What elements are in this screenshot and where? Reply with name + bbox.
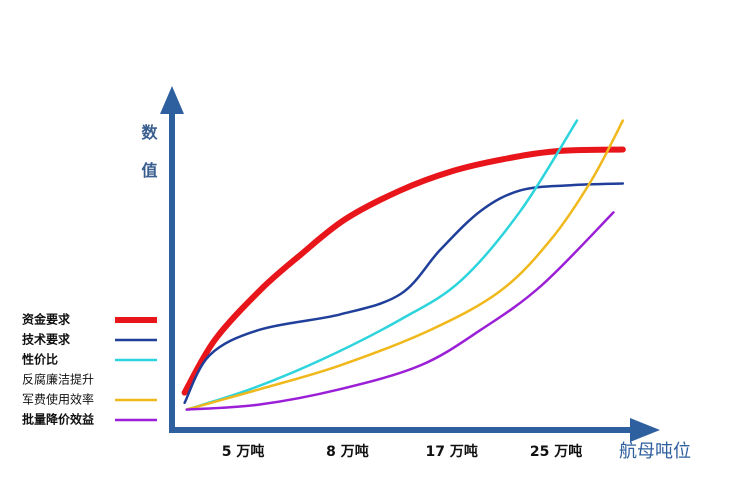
y-axis-arrow <box>160 86 184 114</box>
legend-label: 性价比 <box>21 352 58 367</box>
x-axis-arrow <box>630 418 660 442</box>
line-series <box>185 211 615 411</box>
x-axis-label: 航母吨位 <box>619 441 691 462</box>
x-tick-label: 17 万吨 <box>426 443 478 460</box>
line-series <box>183 182 625 405</box>
legend-label: 军费使用效率 <box>22 392 94 407</box>
y-axis-label: 数值 <box>139 123 158 200</box>
line-series <box>185 119 579 411</box>
x-tick-label: 25 万吨 <box>530 443 582 460</box>
x-tick-label: 8 万吨 <box>326 443 369 460</box>
x-tick-label: 5 万吨 <box>222 443 265 460</box>
legend-label: 资金要求 <box>22 312 71 327</box>
legend-label: 技术要求 <box>22 332 71 347</box>
line-series <box>185 119 625 411</box>
legend-label: 反腐廉洁提升 <box>22 372 94 387</box>
line-series <box>181 146 626 396</box>
legend-label: 批量降价效益 <box>22 412 94 427</box>
